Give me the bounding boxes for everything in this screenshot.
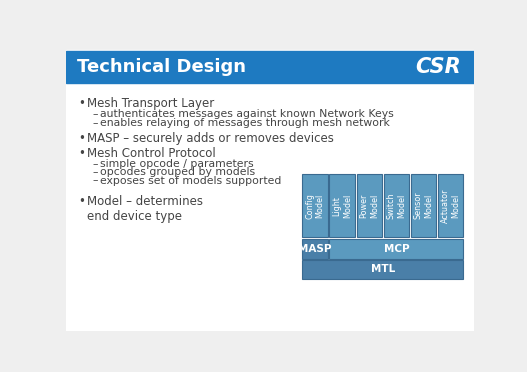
Text: opcodes grouped by models: opcodes grouped by models bbox=[100, 167, 255, 177]
Text: Sensor
Model: Sensor Model bbox=[414, 192, 433, 219]
Text: Light
Model: Light Model bbox=[333, 193, 352, 218]
Bar bbox=[329, 239, 463, 259]
Bar bbox=[438, 174, 463, 237]
Text: Config
Model: Config Model bbox=[305, 193, 325, 218]
Text: Actuator
Model: Actuator Model bbox=[441, 188, 461, 223]
Bar bbox=[384, 174, 409, 237]
Bar bbox=[356, 174, 382, 237]
Text: MTL: MTL bbox=[370, 264, 395, 275]
Text: MASP – securely adds or removes devices: MASP – securely adds or removes devices bbox=[87, 132, 334, 145]
Text: •: • bbox=[79, 147, 85, 160]
Text: Switch
Model: Switch Model bbox=[387, 192, 406, 219]
Bar bbox=[302, 174, 328, 237]
Bar bbox=[66, 51, 474, 83]
Text: MCP: MCP bbox=[384, 244, 409, 254]
Text: –: – bbox=[92, 176, 97, 186]
Bar bbox=[329, 174, 355, 237]
Text: Technical Design: Technical Design bbox=[77, 58, 246, 76]
Text: –: – bbox=[92, 109, 97, 119]
Text: enables relaying of messages through mesh network: enables relaying of messages through mes… bbox=[100, 118, 390, 128]
Text: CSR: CSR bbox=[415, 57, 461, 77]
Text: Mesh Control Protocol: Mesh Control Protocol bbox=[87, 147, 216, 160]
Text: –: – bbox=[92, 118, 97, 128]
Text: Mesh Transport Layer: Mesh Transport Layer bbox=[87, 97, 214, 110]
Bar bbox=[302, 260, 463, 279]
Text: Power
Model: Power Model bbox=[359, 193, 379, 218]
Text: simple opcode / parameters: simple opcode / parameters bbox=[100, 158, 253, 169]
Bar bbox=[411, 174, 436, 237]
Text: •: • bbox=[79, 132, 85, 145]
Text: –: – bbox=[92, 158, 97, 169]
Bar bbox=[302, 239, 328, 259]
Text: –: – bbox=[92, 167, 97, 177]
Text: •: • bbox=[79, 97, 85, 110]
Text: authenticates messages against known Network Keys: authenticates messages against known Net… bbox=[100, 109, 394, 119]
Text: Model – determines
end device type: Model – determines end device type bbox=[87, 195, 203, 223]
Text: exposes set of models supported: exposes set of models supported bbox=[100, 176, 281, 186]
Text: •: • bbox=[79, 195, 85, 208]
Text: MASP: MASP bbox=[298, 244, 332, 254]
